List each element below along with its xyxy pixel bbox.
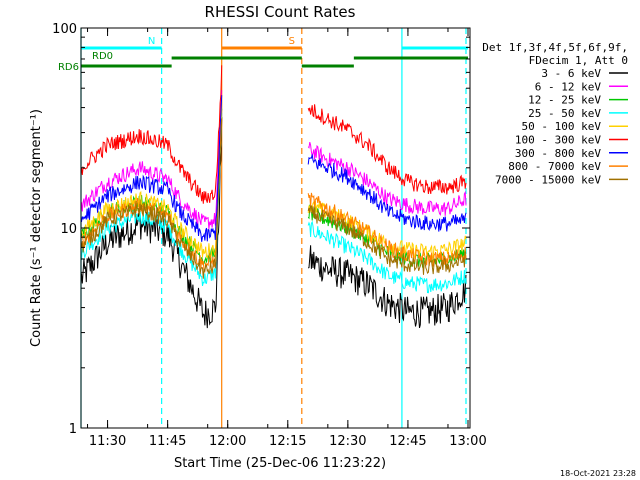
series-line	[81, 65, 467, 204]
legend-entry-label: 6 - 12 keV	[535, 80, 602, 93]
y-tick-label: 10	[60, 222, 77, 237]
legend-entry-label: 12 - 25 keV	[528, 94, 601, 107]
series-line	[81, 118, 467, 279]
axes: 11:30 11:45 12:00 12:15 12:30 12:45 13:00 1 10 10…	[52, 22, 487, 449]
x-tick-label: 13:00	[449, 434, 486, 449]
series-line	[81, 101, 467, 260]
legend-entry-label: 800 - 7000 keV	[508, 160, 601, 173]
footer-timestamp: 18-Oct-2021 23:28	[560, 469, 636, 478]
y-tick-label: 1	[69, 422, 77, 437]
series-line	[81, 95, 467, 242]
legend-entry-label: 3 - 6 keV	[541, 67, 601, 80]
legend-entry-label: 25 - 50 keV	[528, 107, 601, 120]
y-axis-label: Count Rate (s⁻¹ detector segment⁻¹)	[29, 109, 44, 347]
legend-header-line-2: FDecim 1, Att 0	[529, 54, 628, 67]
y-tick-label: 100	[52, 22, 77, 37]
legend-header-line-1: Det 1f,3f,4f,5f,6f,9f,	[482, 41, 628, 54]
plot-frame	[80, 27, 471, 429]
legend-entry-label: 100 - 300 keV	[515, 134, 601, 147]
flag-bar-label: RD0	[92, 51, 113, 62]
flag-bar-label: S	[289, 36, 295, 47]
chart-title: RHESSI Count Rates	[205, 3, 356, 21]
series-line	[81, 117, 467, 329]
series-line	[81, 90, 467, 230]
x-axis-label: Start Time (25-Dec-06 11:23:22)	[174, 456, 386, 471]
flag-bar-label: N	[148, 36, 155, 47]
legend-entry-label: 50 - 100 keV	[522, 120, 602, 133]
flag-bar-label: RD6	[58, 62, 79, 73]
x-tick-label: 12:00	[209, 434, 246, 449]
x-tick-label: 11:30	[89, 434, 126, 449]
x-tick-label: 12:45	[389, 434, 426, 449]
x-tick-label: 12:15	[269, 434, 306, 449]
flag-bars: N S RD0 RD6	[58, 36, 468, 73]
series-line	[81, 112, 467, 294]
legend-entry-label: 300 - 800 keV	[515, 147, 601, 160]
series-lines	[81, 65, 467, 329]
x-tick-label: 11:45	[149, 434, 186, 449]
x-tick-label: 12:30	[329, 434, 366, 449]
vertical-markers	[80, 28, 467, 428]
legend: Det 1f,3f,4f,5f,6f,9f, FDecim 1, Att 0 3…	[482, 41, 628, 186]
legend-entry-label: 7000 - 15000 keV	[495, 173, 601, 186]
